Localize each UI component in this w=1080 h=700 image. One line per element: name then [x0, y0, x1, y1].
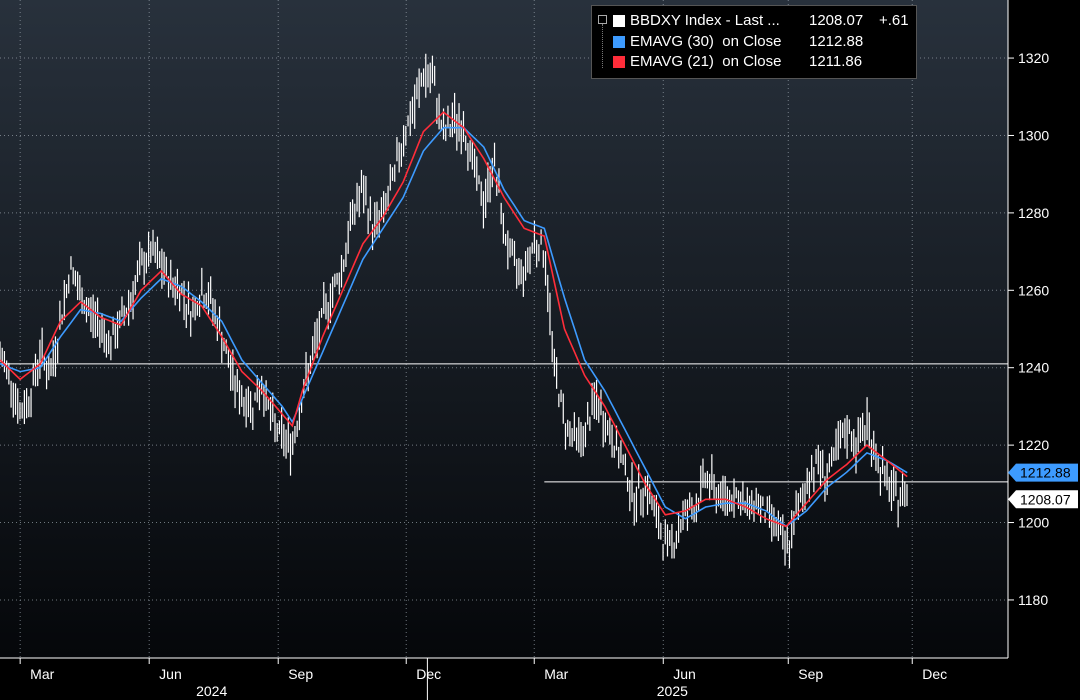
y-tick-label: 1260 [1018, 282, 1049, 298]
y-axis-ticks: 1180 1200 1220 1240 1260 1280 1300 1320 [1008, 50, 1049, 608]
legend-swatch-ema30 [613, 36, 625, 48]
x-tick-label: Sep [288, 666, 313, 682]
x-tick-label: Jun [159, 666, 182, 682]
x-tick-label: Dec [416, 666, 441, 682]
y-tick-label: 1220 [1018, 437, 1049, 453]
legend: BBDXY Index - Last ... 1208.07 +.61 EMAV… [591, 5, 917, 79]
x-tick-label: Sep [798, 666, 823, 682]
x-tick-label: Mar [30, 666, 54, 682]
ema30-line [0, 126, 908, 528]
moving-average-lines [0, 111, 908, 528]
ema30-price-tag-label: 1212.88 [1020, 465, 1071, 481]
year-label: 2025 [657, 683, 688, 699]
axis-background [1008, 0, 1080, 700]
legend-swatch-ema21 [613, 56, 625, 68]
legend-name-price: BBDXY Index - Last ... [630, 12, 780, 29]
y-tick-label: 1320 [1018, 50, 1049, 66]
price-tags: 1212.88 1208.07 [1008, 463, 1078, 509]
x-tick-label: Dec [922, 666, 947, 682]
x-tick-label: Mar [544, 666, 568, 682]
legend-collapse-icon[interactable] [598, 15, 607, 24]
legend-name-ema30: EMAVG (30) on Close [630, 33, 782, 50]
ema21-line [0, 111, 908, 528]
grid-lines [0, 0, 1008, 658]
ema30-price-tag [1008, 463, 1078, 482]
last-price-tag [1008, 490, 1078, 509]
reference-lines [0, 363, 1008, 483]
x-tick-label: Jun [673, 666, 696, 682]
legend-name-ema21: EMAVG (21) on Close [630, 53, 782, 70]
legend-swatch-price [613, 15, 625, 27]
legend-change-price: +.61 [879, 12, 909, 29]
legend-tree-line [602, 24, 604, 68]
y-tick-label: 1300 [1018, 127, 1049, 143]
time-axis-background [0, 658, 1008, 700]
year-label: 2024 [196, 683, 227, 699]
legend-value-price: 1208.07 [809, 12, 864, 29]
axes [0, 0, 1009, 659]
x-axis-ticks: Mar Jun Sep Dec Mar Jun Sep Dec 2024 2025 [19, 658, 947, 700]
y-tick-label: 1200 [1018, 515, 1049, 531]
legend-value-ema21: 1211.86 [809, 53, 863, 70]
last-price-tag-label: 1208.07 [1020, 491, 1071, 507]
legend-value-ema30: 1212.88 [809, 33, 864, 50]
y-tick-label: 1280 [1018, 205, 1049, 221]
y-tick-label: 1240 [1018, 360, 1049, 376]
y-tick-label: 1180 [1018, 592, 1048, 608]
plot-background [0, 0, 1008, 658]
